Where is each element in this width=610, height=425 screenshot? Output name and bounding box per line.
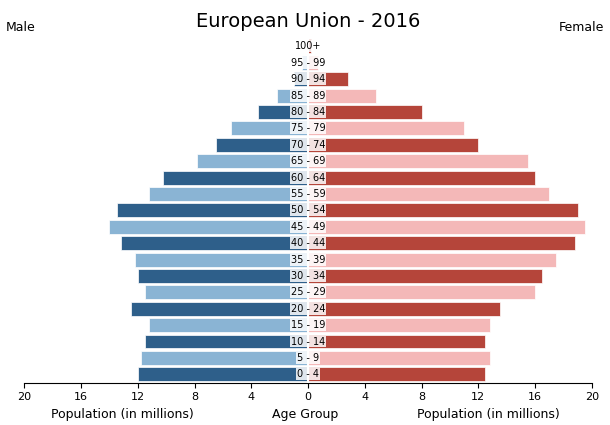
Text: 30 - 34: 30 - 34: [291, 271, 325, 281]
Bar: [149, 187, 308, 201]
Bar: [121, 236, 308, 250]
Text: 50 - 54: 50 - 54: [291, 205, 325, 215]
Bar: [308, 302, 500, 316]
Text: 95 - 99: 95 - 99: [291, 58, 325, 68]
Text: Female: Female: [559, 21, 604, 34]
Text: 25 - 29: 25 - 29: [291, 287, 325, 298]
Bar: [259, 105, 308, 119]
Text: 5 - 9: 5 - 9: [297, 353, 319, 363]
Bar: [231, 122, 308, 136]
Text: 75 - 79: 75 - 79: [291, 123, 325, 133]
Bar: [308, 204, 578, 217]
Text: 10 - 14: 10 - 14: [291, 337, 325, 346]
Text: Age Group: Age Group: [272, 408, 338, 421]
Bar: [308, 56, 318, 70]
Text: 0 - 4: 0 - 4: [297, 369, 319, 379]
Text: 70 - 74: 70 - 74: [291, 140, 325, 150]
Text: Population (in millions): Population (in millions): [417, 408, 559, 421]
Bar: [308, 72, 348, 86]
Bar: [308, 105, 422, 119]
Bar: [198, 154, 308, 168]
Text: 65 - 69: 65 - 69: [291, 156, 325, 166]
Bar: [163, 170, 308, 184]
Bar: [303, 56, 308, 70]
Bar: [117, 204, 308, 217]
Bar: [308, 220, 584, 234]
Bar: [216, 138, 308, 152]
Text: 35 - 39: 35 - 39: [291, 255, 325, 264]
Bar: [149, 318, 308, 332]
Bar: [308, 154, 528, 168]
Bar: [308, 170, 535, 184]
Text: 40 - 44: 40 - 44: [291, 238, 325, 248]
Bar: [294, 72, 308, 86]
Bar: [308, 334, 486, 348]
Text: 20 - 24: 20 - 24: [291, 304, 325, 314]
Bar: [308, 187, 549, 201]
Bar: [307, 40, 308, 54]
Bar: [308, 285, 535, 299]
Bar: [135, 252, 308, 266]
Text: 85 - 89: 85 - 89: [291, 91, 325, 101]
Bar: [109, 220, 308, 234]
Text: Male: Male: [6, 21, 36, 34]
Text: 90 - 94: 90 - 94: [291, 74, 325, 84]
Bar: [308, 40, 311, 54]
Bar: [138, 367, 308, 381]
Text: 60 - 64: 60 - 64: [291, 173, 325, 183]
Text: 45 - 49: 45 - 49: [291, 222, 325, 232]
Bar: [308, 252, 556, 266]
Bar: [277, 89, 308, 102]
Bar: [138, 269, 308, 283]
Bar: [131, 302, 308, 316]
Text: 15 - 19: 15 - 19: [291, 320, 325, 330]
Text: Population (in millions): Population (in millions): [51, 408, 193, 421]
Bar: [145, 285, 308, 299]
Bar: [141, 351, 308, 365]
Bar: [308, 269, 542, 283]
Bar: [145, 334, 308, 348]
Text: 55 - 59: 55 - 59: [291, 189, 325, 199]
Bar: [308, 236, 575, 250]
Title: European Union - 2016: European Union - 2016: [196, 12, 420, 31]
Bar: [308, 138, 478, 152]
Bar: [308, 318, 490, 332]
Bar: [308, 89, 376, 102]
Bar: [308, 351, 490, 365]
Bar: [308, 122, 464, 136]
Text: 100+: 100+: [295, 42, 321, 51]
Text: 80 - 84: 80 - 84: [291, 107, 325, 117]
Bar: [308, 367, 486, 381]
